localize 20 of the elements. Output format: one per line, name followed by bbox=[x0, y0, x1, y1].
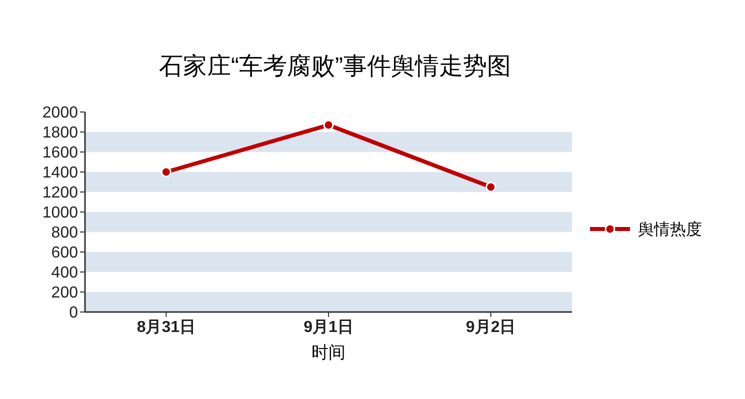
y-tick-label: 1400 bbox=[42, 164, 78, 182]
y-tick-label: 200 bbox=[51, 284, 78, 302]
y-tick-label: 1000 bbox=[42, 204, 78, 222]
y-tick-label: 600 bbox=[51, 244, 78, 262]
y-tick-label: 1200 bbox=[42, 184, 78, 202]
x-tick-label: 9月1日 bbox=[304, 319, 354, 336]
point bbox=[160, 166, 172, 178]
y-tick-label: 1800 bbox=[42, 124, 78, 142]
y-tick-label: 800 bbox=[51, 224, 78, 242]
chart-title: 石家庄“车考腐败”事件舆情走势图 bbox=[159, 53, 511, 80]
point bbox=[486, 182, 496, 192]
x-tick-label: 9月2日 bbox=[466, 319, 516, 336]
y-tick-label: 2000 bbox=[42, 104, 78, 122]
x-tick-label: 8月31日 bbox=[136, 319, 196, 336]
y-tick-label: 1600 bbox=[42, 144, 78, 162]
point bbox=[323, 120, 334, 130]
legend-label: 舆情热度 bbox=[638, 220, 702, 239]
x-axis-title: 时间 bbox=[312, 343, 346, 362]
y-tick-label: 400 bbox=[51, 264, 78, 282]
y-tick-label: 0 bbox=[69, 304, 78, 322]
